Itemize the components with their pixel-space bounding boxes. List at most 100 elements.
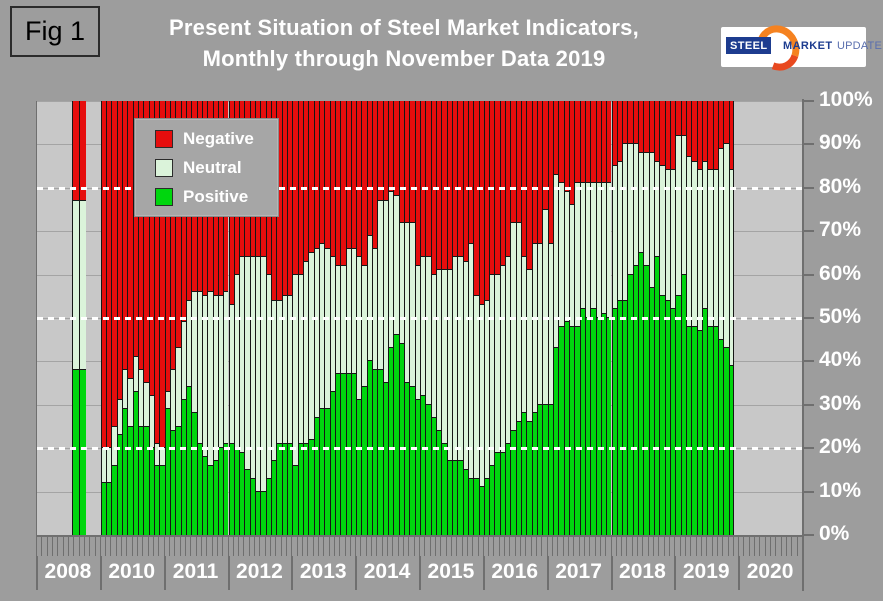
month-tick (238, 537, 240, 556)
segment-positive (697, 330, 702, 535)
segment-positive (314, 416, 319, 535)
segment-neutral (282, 295, 287, 535)
segment-positive (224, 442, 229, 535)
segment-positive (686, 325, 692, 535)
segment-positive (351, 373, 357, 535)
x-axis-label-2018: 2018 (619, 560, 666, 583)
y-axis-label: 10% (819, 478, 862, 502)
month-tick (195, 537, 197, 556)
segment-positive (107, 481, 112, 535)
segment-neutral (516, 221, 522, 535)
month-tick (583, 537, 585, 556)
segment-neutral (80, 199, 86, 535)
x-axis-minor-ticks (36, 537, 803, 556)
segment-neutral (548, 243, 553, 535)
month-tick (599, 537, 601, 556)
segment-positive (123, 408, 128, 535)
segment-positive (240, 451, 245, 535)
segment-positive (495, 451, 500, 535)
y-tick-20pct (802, 447, 814, 450)
segment-neutral (298, 273, 303, 535)
y-tick-50pct (802, 317, 814, 319)
month-tick (562, 537, 564, 556)
month-tick (589, 537, 591, 556)
month-tick (200, 537, 202, 556)
segment-neutral (266, 273, 272, 535)
month-tick (115, 537, 117, 556)
month-tick (232, 537, 234, 556)
segment-neutral (495, 273, 500, 535)
segment-positive (724, 347, 729, 535)
segment-positive (399, 343, 405, 535)
segment-positive (665, 299, 670, 535)
segment-positive (303, 442, 309, 535)
segment-positive (330, 390, 335, 535)
segment-neutral (452, 256, 458, 535)
segment-positive (250, 477, 256, 535)
month-tick (344, 537, 346, 556)
segment-positive (708, 325, 713, 535)
y-axis-line (802, 99, 804, 591)
month-tick (493, 537, 495, 556)
segment-positive (197, 442, 202, 535)
month-tick (270, 537, 272, 556)
segment-positive (617, 299, 623, 535)
segment-positive (575, 325, 580, 535)
segment-positive (229, 442, 234, 535)
legend-item-neutral: Neutral (155, 158, 277, 178)
month-tick (429, 537, 431, 556)
month-tick (153, 537, 155, 556)
month-tick (296, 537, 298, 556)
reference-line-80pct (37, 186, 803, 190)
segment-positive (160, 464, 165, 535)
x-axis-label-2014: 2014 (363, 560, 411, 583)
segment-neutral (490, 273, 495, 535)
segment-positive (468, 477, 474, 535)
month-tick (663, 537, 665, 556)
segment-positive (272, 460, 277, 535)
year-divider (163, 556, 166, 590)
month-tick (137, 537, 139, 556)
month-tick (722, 537, 724, 556)
month-tick (190, 537, 192, 556)
y-axis-label: 40% (819, 348, 862, 372)
segment-positive (442, 442, 447, 535)
logo-market-text: MARKET (783, 40, 833, 52)
month-tick (158, 537, 160, 556)
month-tick (307, 537, 309, 556)
segment-positive (447, 460, 452, 535)
segment-positive (165, 408, 170, 535)
month-tick (286, 537, 287, 556)
segment-positive (319, 408, 325, 535)
month-tick (317, 537, 319, 556)
month-tick (445, 537, 447, 556)
month-tick (126, 537, 128, 556)
month-tick (222, 537, 224, 556)
steel-market-update-logo: STEEL MARKET UPDATE (721, 18, 882, 78)
y-axis-label: 70% (819, 218, 862, 242)
segment-positive (718, 338, 724, 535)
x-axis-label-2013: 2013 (299, 560, 347, 583)
segment-neutral (208, 290, 213, 535)
x-axis-label-2012: 2012 (236, 560, 283, 583)
month-tick (41, 537, 43, 556)
x-axis-label-2011: 2011 (172, 560, 219, 583)
month-tick (227, 537, 229, 556)
segment-positive (112, 464, 117, 535)
month-tick (658, 537, 660, 556)
segment-neutral (474, 295, 479, 535)
segment-positive (681, 273, 686, 535)
logo-update-text: UPDATE (837, 40, 883, 52)
segment-neutral (293, 273, 298, 535)
segment-positive (538, 403, 543, 535)
segment-positive (628, 273, 633, 535)
y-axis-label: 50% (819, 305, 862, 328)
segment-neutral (506, 256, 511, 535)
month-tick (669, 537, 670, 556)
segment-positive (516, 421, 522, 535)
y-tick-30pct (802, 403, 814, 406)
segment-neutral (724, 143, 729, 535)
segment-positive (192, 412, 197, 535)
segment-positive (580, 308, 585, 535)
